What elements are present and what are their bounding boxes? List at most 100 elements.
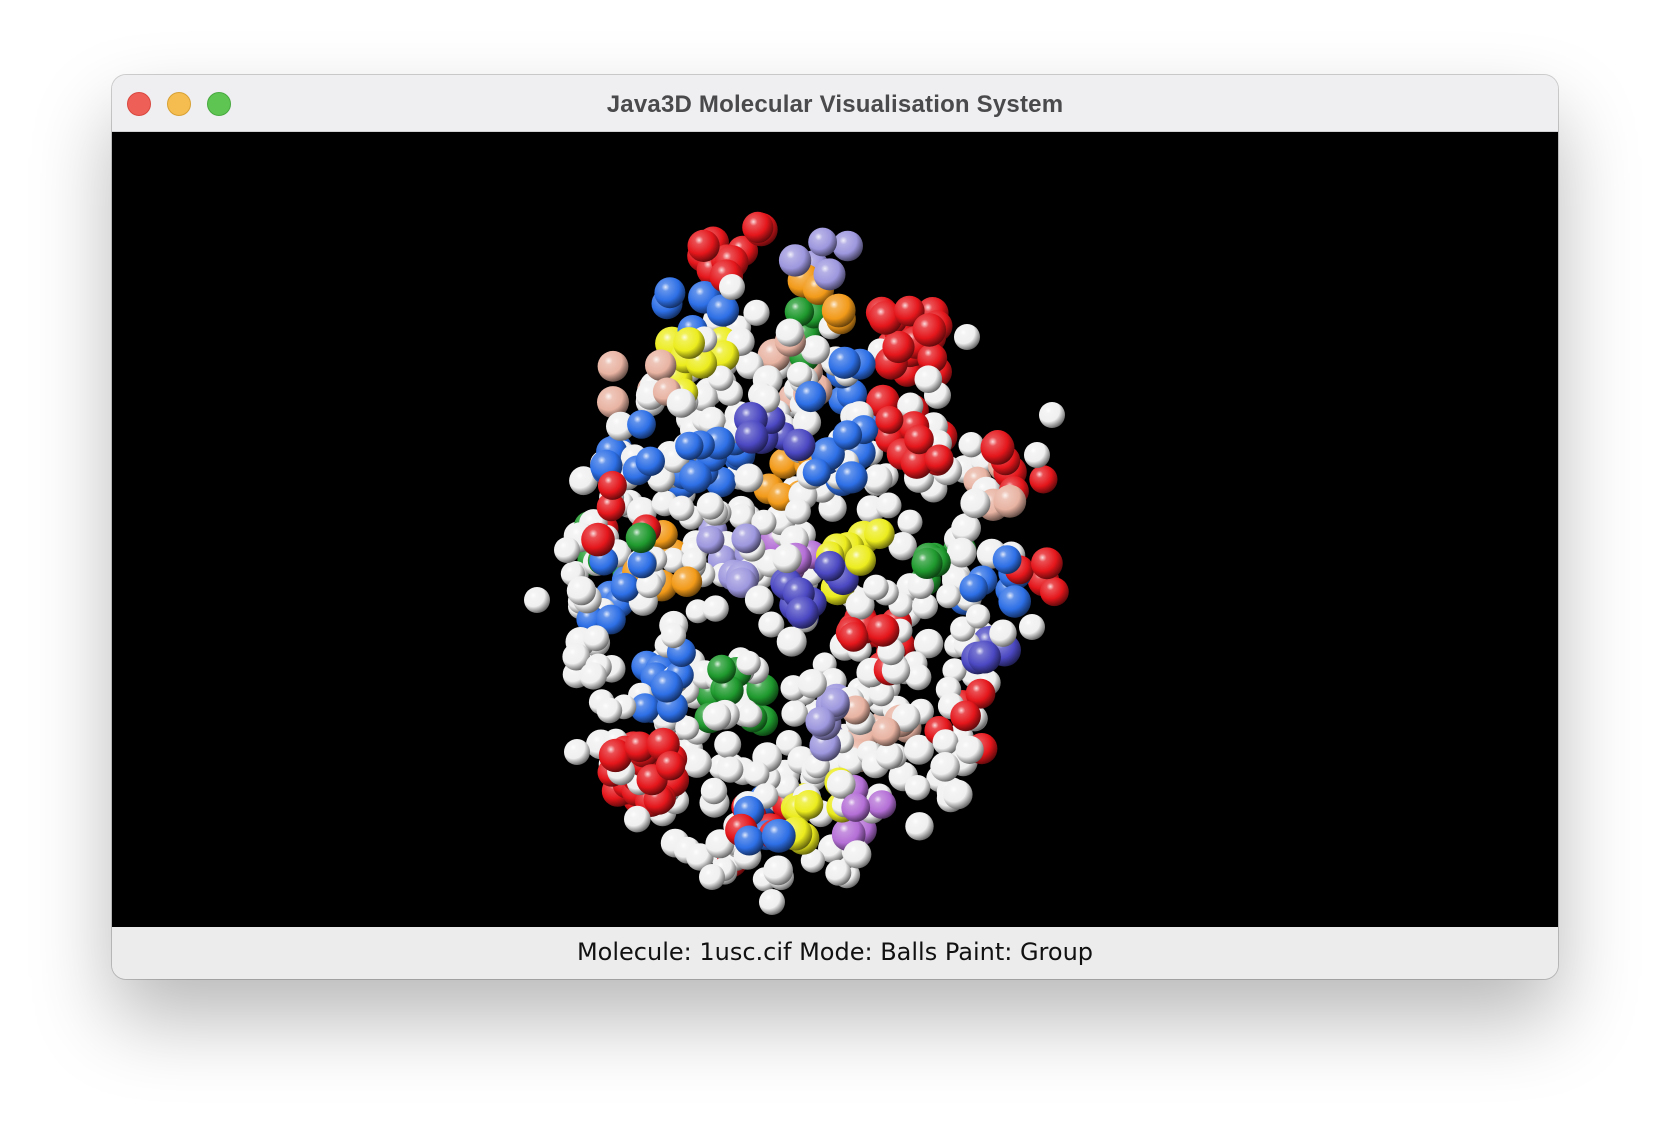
atom-white — [907, 572, 935, 599]
app-window: Java3D Molecular Visualisation System Mo… — [112, 75, 1558, 979]
atom-blue — [992, 545, 1022, 574]
atom-slate — [783, 428, 816, 462]
atom-white — [759, 889, 785, 915]
atom-slate — [967, 640, 1001, 674]
zoom-button[interactable] — [207, 92, 231, 116]
atom-white — [955, 735, 984, 765]
atom-red — [924, 444, 954, 474]
atom-white — [863, 574, 889, 601]
atom-white — [904, 734, 934, 765]
atom-peach — [597, 350, 629, 382]
atom-white — [1024, 442, 1050, 468]
atom-white — [661, 547, 686, 573]
atom-red — [904, 424, 934, 455]
atom-white — [888, 532, 917, 561]
atom-white — [624, 805, 651, 833]
atom-white — [942, 658, 967, 683]
atom-lavender — [808, 227, 837, 257]
atom-white — [904, 775, 931, 801]
atom-white — [875, 742, 903, 770]
atom-red — [1040, 577, 1069, 607]
atom-slate — [785, 596, 819, 629]
atom-white — [564, 739, 590, 765]
atom-red — [1029, 465, 1058, 494]
atom-white — [951, 513, 981, 544]
atom-white — [914, 365, 943, 393]
atom-white — [932, 729, 959, 755]
status-text: Molecule: 1usc.cif Mode: Balls Paint: Gr… — [576, 938, 1094, 966]
atom-white — [660, 622, 687, 649]
atom-white — [702, 702, 732, 731]
atom-yellow — [794, 790, 824, 819]
atom-red — [866, 614, 900, 647]
atom-white — [965, 604, 991, 629]
atom-white — [826, 769, 856, 799]
atom-lavender — [805, 706, 836, 737]
atom-white — [744, 585, 774, 615]
atom-red — [581, 522, 615, 557]
atom-red — [624, 731, 655, 763]
atom-white — [714, 731, 742, 758]
atom-white — [758, 611, 785, 638]
atom-white — [717, 756, 744, 783]
atom-white — [569, 466, 598, 496]
atom-white — [946, 537, 977, 568]
atom-white — [743, 299, 770, 326]
close-button[interactable] — [127, 92, 151, 116]
atom-red — [868, 300, 903, 335]
atom-white — [930, 752, 960, 782]
atom-white — [566, 576, 596, 606]
atom-red — [912, 313, 947, 347]
atom-green — [911, 547, 943, 579]
atom-red — [875, 405, 904, 434]
atom-white — [562, 642, 590, 671]
atom-red — [687, 229, 720, 262]
atom-white — [786, 361, 813, 388]
atom-slate — [814, 550, 845, 582]
atom-peach — [871, 717, 901, 747]
atom-white — [954, 324, 980, 350]
atom-lavender — [832, 230, 863, 262]
window-title: Java3D Molecular Visualisation System — [606, 91, 1064, 118]
atom-white — [579, 662, 607, 690]
atom-blue — [630, 693, 660, 723]
atom-red — [882, 330, 915, 364]
atom-white — [681, 547, 707, 573]
atom-peach — [645, 349, 677, 381]
atom-red — [980, 430, 1015, 465]
atom-white — [736, 650, 761, 676]
minimize-button[interactable] — [167, 92, 191, 116]
atom-orange — [671, 566, 703, 597]
status-bar: Molecule: 1usc.cif Mode: Balls Paint: Gr… — [112, 927, 1558, 979]
atom-white — [682, 748, 712, 778]
atom-blue — [802, 458, 831, 487]
title-bar[interactable]: Java3D Molecular Visualisation System — [112, 75, 1558, 132]
atom-white — [554, 537, 580, 563]
atom-red — [655, 751, 686, 781]
atom-white — [958, 432, 984, 458]
atom-white — [719, 274, 745, 300]
atom-red — [917, 343, 948, 373]
atom-white — [666, 388, 696, 418]
molecule-3d-canvas[interactable] — [112, 132, 1558, 927]
atom-lavender — [731, 523, 762, 554]
atom-white — [845, 590, 875, 620]
atom-red — [598, 738, 633, 773]
atom-white — [1039, 402, 1065, 428]
atom-white — [875, 492, 902, 519]
atom-blue — [654, 277, 686, 309]
atom-white — [700, 777, 728, 805]
atom-white — [737, 702, 763, 728]
atom-white — [524, 587, 550, 613]
atom-white — [891, 703, 921, 732]
atom-white — [800, 335, 831, 365]
molecule-render[interactable] — [112, 132, 1558, 927]
atom-white — [583, 625, 609, 652]
atom-slate — [735, 420, 769, 454]
atom-red — [742, 211, 774, 243]
atom-white — [784, 498, 811, 525]
atom-white — [905, 812, 934, 841]
atom-white — [702, 595, 729, 622]
atom-blue — [828, 346, 861, 379]
atom-violet — [841, 793, 871, 822]
